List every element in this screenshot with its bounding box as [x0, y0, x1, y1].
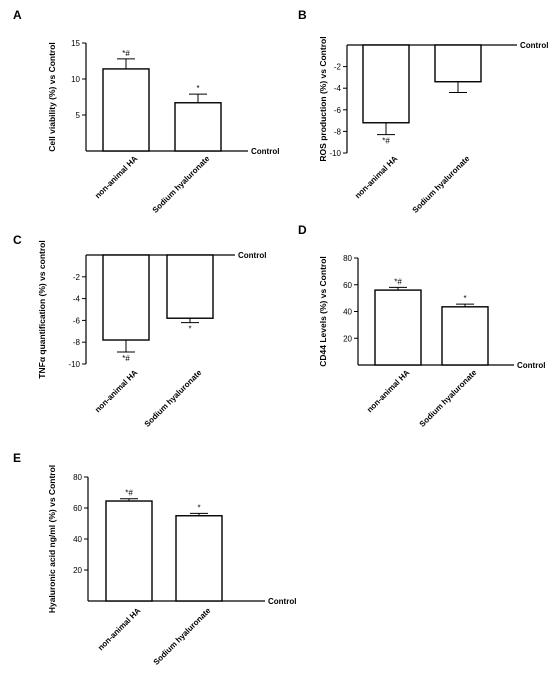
y-tick-label: -6 — [334, 106, 342, 115]
category-label: Sodium hyaluronate — [151, 154, 212, 215]
category-label: non-animal HA — [96, 606, 142, 652]
category-label: Sodium hyaluronate — [418, 368, 479, 429]
category-label: Sodium hyaluronate — [143, 368, 204, 429]
significance-label: *# — [382, 137, 390, 146]
y-tick-label: -2 — [73, 273, 81, 282]
y-tick-label: 60 — [73, 504, 82, 513]
category-label: non-animal HA — [365, 368, 411, 414]
y-tick-label: 15 — [71, 39, 80, 48]
y-tick-label: -4 — [334, 84, 342, 93]
panel-c: C Control -2 -4 -6 -8 -10 TNFα quantification (… — [13, 233, 266, 429]
bar — [105, 500, 153, 602]
bar — [166, 254, 214, 319]
panel-letter: D — [298, 223, 307, 237]
y-tick-label: 20 — [343, 334, 352, 343]
bar — [174, 102, 222, 152]
y-tick-label: -10 — [68, 360, 80, 369]
y-tick-label: 60 — [343, 281, 352, 290]
bar — [102, 68, 150, 152]
category-label: Sodium hyaluronate — [152, 606, 213, 667]
y-tick-label: 10 — [71, 75, 80, 84]
control-label: Control — [238, 251, 266, 260]
significance-label: * — [188, 325, 191, 334]
bar — [362, 44, 410, 124]
significance-label: *# — [122, 49, 130, 58]
control-label: Control — [517, 361, 545, 370]
y-tick-label: -4 — [73, 295, 81, 304]
bar — [102, 254, 150, 341]
y-axis-title: Hyaluronic acid ng/ml (%) vs Control — [47, 465, 57, 613]
significance-label: * — [197, 503, 200, 512]
panel-letter: E — [13, 451, 21, 465]
panel-d: D Control 20 40 60 80 CD44 Levels (%) vs Contr… — [298, 223, 545, 429]
category-label: non-animal HA — [93, 368, 139, 414]
control-label: Control — [520, 41, 548, 50]
y-tick-label: 5 — [76, 111, 81, 120]
control-label: Control — [251, 147, 279, 156]
y-axis-title: CD44 Levels (%) vs Control — [318, 256, 328, 367]
panel-a: A Control 5 10 15 Cell viability (%) vs Contr… — [13, 8, 279, 215]
panel-letter: C — [13, 233, 22, 247]
significance-label: * — [463, 294, 466, 303]
panel-e: E Control 20 40 60 80 Hyaluronic acid ng/ml (%… — [13, 451, 296, 667]
significance-label: *# — [394, 277, 402, 286]
category-label: non-animal HA — [353, 154, 399, 200]
bar — [434, 44, 482, 83]
y-axis-title: TNFα quantification (%) vs control — [37, 240, 47, 378]
y-tick-label: -8 — [334, 127, 342, 136]
bar — [441, 306, 489, 366]
significance-label: * — [196, 84, 199, 93]
y-tick-label: -10 — [329, 149, 341, 158]
panel-letter: A — [13, 8, 22, 22]
control-label: Control — [268, 597, 296, 606]
bar — [175, 515, 223, 602]
y-tick-label: 40 — [343, 308, 352, 317]
significance-label: *# — [125, 489, 133, 498]
category-label: Sodium hyaluronate — [411, 154, 472, 215]
y-tick-label: 20 — [73, 566, 82, 575]
significance-label: *# — [122, 354, 130, 363]
y-tick-label: -8 — [73, 338, 81, 347]
category-label: non-animal HA — [93, 154, 139, 200]
y-tick-label: -2 — [334, 63, 342, 72]
panel-letter: B — [298, 8, 307, 22]
y-tick-label: 80 — [343, 254, 352, 263]
y-tick-label: 40 — [73, 535, 82, 544]
y-axis-title: Cell viability (%) vs Control — [47, 42, 57, 152]
y-axis-title: ROS production (%) vs Control — [318, 36, 328, 161]
y-tick-label: 80 — [73, 473, 82, 482]
bar — [374, 289, 422, 366]
y-tick-label: -6 — [73, 316, 81, 325]
